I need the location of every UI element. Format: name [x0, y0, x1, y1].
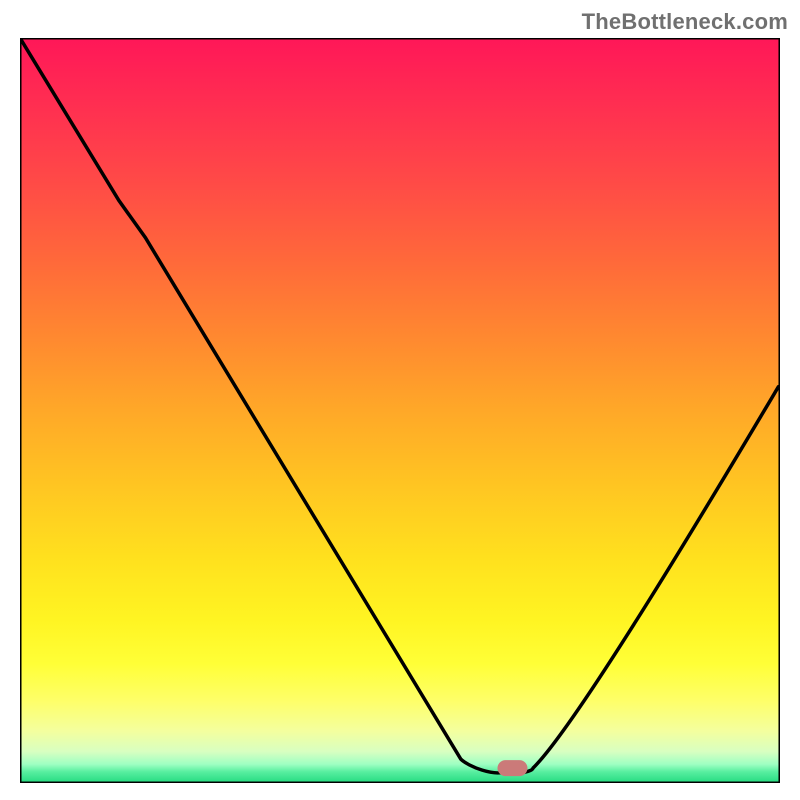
chart-container: TheBottleneck.com — [0, 0, 800, 800]
gradient-background — [20, 38, 780, 783]
watermark-text: TheBottleneck.com — [582, 9, 788, 35]
gradient-rect — [20, 38, 780, 783]
plot-area — [20, 38, 780, 783]
